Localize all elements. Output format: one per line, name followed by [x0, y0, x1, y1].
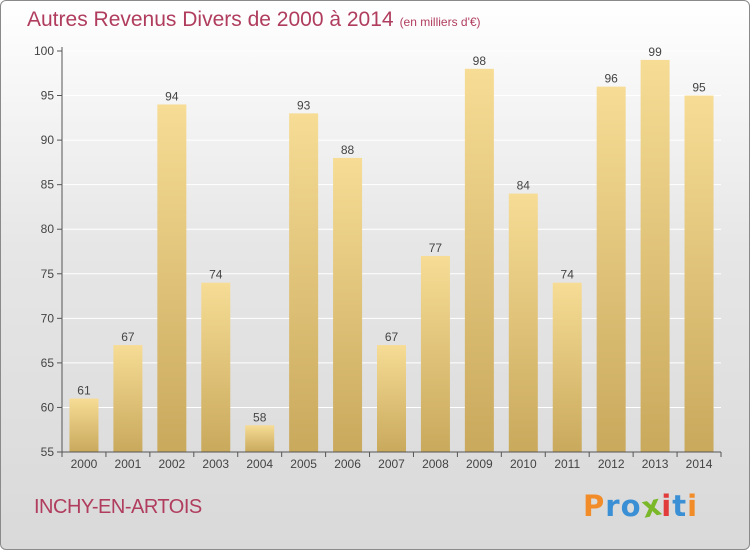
- bar: [201, 282, 231, 452]
- data-label: 88: [341, 143, 355, 157]
- y-tick-label: 85: [41, 178, 55, 192]
- y-tick-label: 75: [41, 267, 55, 281]
- bar: [289, 113, 319, 452]
- logo-letter: i: [661, 489, 673, 523]
- y-tick-label: 55: [41, 445, 55, 459]
- y-tick-label: 90: [41, 133, 55, 147]
- title-row: Autres Revenus Divers de 2000 à 2014 (en …: [27, 8, 481, 32]
- x-tick-label: 2003: [202, 457, 229, 471]
- data-label: 61: [77, 384, 91, 398]
- data-label: 98: [473, 54, 487, 68]
- data-label: 74: [209, 268, 223, 282]
- y-tick-label: 65: [41, 356, 55, 370]
- logo-letter: r: [605, 489, 621, 523]
- x-tick-label: 2002: [158, 457, 185, 471]
- data-label: 58: [253, 410, 267, 424]
- data-label: 99: [648, 45, 662, 59]
- data-label: 84: [517, 179, 531, 193]
- bar: [420, 255, 450, 452]
- y-tick-label: 100: [34, 44, 54, 58]
- x-tick-label: 2000: [71, 457, 98, 471]
- x-tick-label: 2012: [598, 457, 625, 471]
- data-label: 95: [692, 81, 706, 95]
- bar: [69, 398, 99, 452]
- bar: [113, 345, 143, 452]
- logo-letter: t: [672, 489, 688, 523]
- bar-layer: [69, 59, 714, 453]
- x-tick-label: 2006: [334, 457, 361, 471]
- x-tick-label: 2005: [290, 457, 317, 471]
- logo-letter: P: [583, 489, 606, 523]
- bar: [640, 59, 670, 453]
- commune-name: INCHY-EN-ARTOIS: [34, 496, 202, 518]
- chart-title: Autres Revenus Divers de 2000 à 2014: [27, 8, 394, 31]
- x-tick-label: 2013: [642, 457, 669, 471]
- proxiti-logo: Proxiti: [583, 487, 699, 524]
- y-tick-label: 95: [41, 89, 55, 103]
- chart-subtitle: (en milliers d'€): [399, 15, 481, 29]
- x-tick-label: 2014: [686, 457, 713, 471]
- axis-layer: 55 60 65 70 75 80 85 90 95 100 2000 2001 2002 2003 200…: [34, 44, 722, 471]
- data-label: 67: [385, 330, 399, 344]
- bar: [508, 193, 538, 453]
- x-tick-label: 2008: [422, 457, 449, 471]
- logo-letter: o: [620, 489, 642, 523]
- x-tick-label: 2011: [554, 457, 580, 471]
- bar: [377, 345, 406, 452]
- data-label: 74: [561, 268, 575, 282]
- y-tick-label: 80: [41, 222, 55, 236]
- data-label: 96: [604, 72, 618, 86]
- logo-letter: i: [687, 489, 699, 523]
- bar: [552, 282, 582, 452]
- y-tick-label: 70: [41, 311, 55, 325]
- bar: [464, 68, 494, 453]
- bar: [596, 86, 626, 453]
- bar: [157, 104, 187, 452]
- bar: [245, 425, 275, 452]
- x-tick-label: 2009: [466, 457, 493, 471]
- x-tick-label: 2010: [510, 457, 537, 471]
- x-tick-label: 2001: [115, 457, 142, 471]
- label-layer: 61 67 94 74 58 93 88 67 77 98 84 74 96 99 95: [77, 45, 706, 424]
- bar: [684, 95, 714, 453]
- x-tick-label: 2007: [378, 457, 405, 471]
- data-label: 67: [121, 330, 135, 344]
- data-label: 93: [297, 98, 311, 112]
- x-tick-label: 2004: [246, 457, 273, 471]
- bar: [333, 157, 363, 452]
- data-label: 77: [429, 241, 443, 255]
- data-label: 94: [165, 89, 179, 103]
- y-tick-label: 60: [41, 400, 55, 414]
